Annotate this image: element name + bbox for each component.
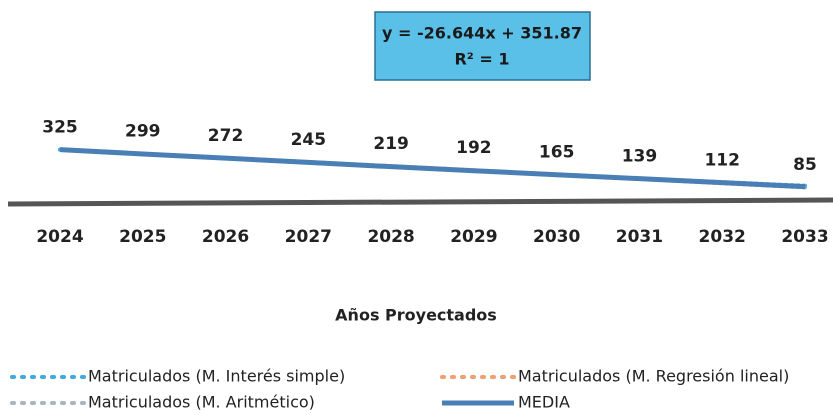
annotation-box (374, 11, 591, 81)
annotation: R² = 1 (454, 50, 509, 69)
x-tick-label: 2029 (450, 227, 497, 247)
x-tick-label: 2032 (699, 227, 746, 247)
data-label: 299 (125, 122, 161, 142)
annotation: y = -26.644x + 351.87 (382, 24, 582, 43)
x-tick-label: 2026 (202, 227, 249, 247)
x-tick-label: 2025 (119, 227, 166, 247)
legend-label: MEDIA (518, 393, 570, 412)
x-axis (7, 197, 833, 207)
legend-label: Matriculados (M. Regresión lineal) (518, 367, 789, 386)
data-label: 325 (42, 118, 78, 138)
x-tick-label: 2033 (781, 227, 828, 247)
legend-label: Matriculados (M. Aritmético) (88, 393, 315, 412)
series-line (59, 147, 806, 190)
x-tick-label: 2031 (616, 227, 663, 247)
x-axis-title: Años Proyectados (335, 306, 497, 325)
data-label: 272 (208, 126, 244, 146)
legend-label: Matriculados (M. Interés simple) (88, 367, 345, 386)
x-tick-label: 2030 (533, 227, 580, 247)
data-label: 165 (539, 142, 575, 162)
data-label: 192 (456, 138, 492, 158)
data-label: 245 (291, 130, 327, 150)
x-tick-label: 2027 (285, 227, 332, 247)
data-label: 85 (793, 155, 817, 175)
data-label: 139 (622, 146, 658, 166)
data-label: 219 (373, 134, 409, 154)
data-label: 112 (704, 151, 740, 171)
x-tick-label: 2024 (36, 227, 83, 247)
x-tick-label: 2028 (367, 227, 414, 247)
